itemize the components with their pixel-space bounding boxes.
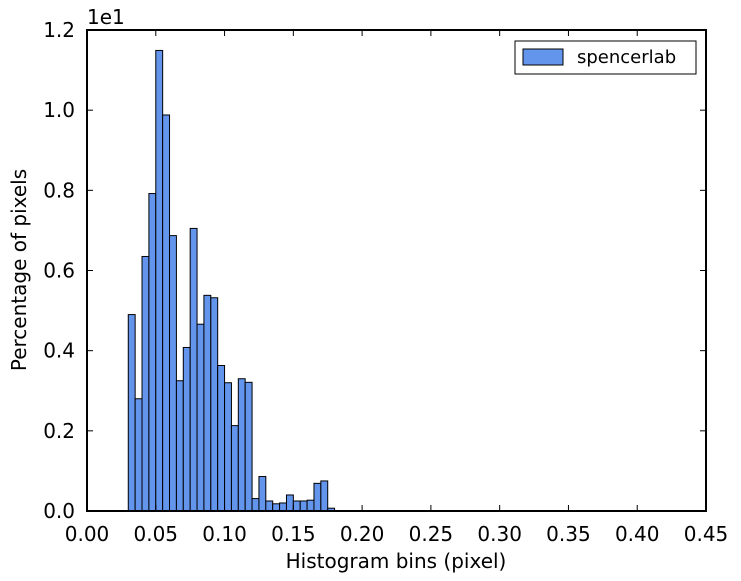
y-tick-label: 0.4 — [43, 339, 75, 363]
y-tick-label: 1.0 — [43, 98, 75, 122]
legend-swatch — [522, 48, 564, 66]
legend-label: spencerlab — [577, 47, 676, 68]
y-offset-label: 1e1 — [87, 5, 125, 29]
histogram-bar — [279, 502, 287, 512]
y-axis-ticks: 0.0 0.2 0.4 0.6 0.8 1.0 1.2 — [43, 18, 706, 523]
histogram-bar — [313, 482, 322, 512]
histogram-bar — [306, 499, 315, 512]
x-tick-label: 0.15 — [271, 522, 316, 546]
histogram-bar — [224, 382, 232, 512]
y-tick-label: 0.6 — [43, 259, 75, 283]
histogram-bar — [155, 49, 164, 512]
x-tick-label: 0.45 — [684, 522, 729, 546]
histogram-bar — [237, 378, 246, 512]
y-tick-label: 1.2 — [43, 18, 75, 42]
histogram-bar — [272, 503, 281, 512]
histogram-bar — [258, 476, 267, 512]
y-tick-label: 0.8 — [43, 178, 75, 202]
histogram-bar — [210, 297, 219, 512]
x-tick-label: 0.00 — [65, 522, 110, 546]
legend: spencerlab — [514, 40, 697, 75]
histogram-bars — [127, 49, 336, 512]
histogram-bar — [189, 227, 198, 512]
y-axis-label: Percentage of pixels — [7, 169, 31, 371]
histogram-bar — [244, 381, 253, 512]
histogram-bar — [162, 114, 171, 512]
histogram-bar — [196, 323, 205, 512]
x-tick-label: 0.30 — [477, 522, 522, 546]
histogram-bar — [217, 365, 226, 512]
x-tick-label: 0.35 — [546, 522, 591, 546]
histogram-bar — [127, 314, 136, 512]
histogram-bar — [299, 500, 308, 512]
x-tick-label: 0.25 — [409, 522, 454, 546]
histogram-bar — [169, 235, 177, 512]
histogram-bar — [182, 346, 191, 512]
histogram-bar — [141, 255, 150, 512]
histogram-bar — [265, 500, 274, 512]
histogram-bar — [320, 480, 329, 512]
histogram-bar — [251, 498, 260, 512]
histogram-bar — [230, 425, 239, 512]
x-axis-label: Histogram bins (pixel) — [286, 549, 507, 573]
histogram-bar — [175, 380, 184, 512]
histogram-bar — [285, 494, 294, 512]
x-axis-ticks: 0.00 0.05 0.10 0.15 0.20 0.25 0.30 0.35 0.40 0.45 — [65, 30, 729, 546]
x-tick-label: 0.20 — [340, 522, 385, 546]
histogram-bar — [148, 193, 157, 512]
x-tick-label: 0.10 — [202, 522, 247, 546]
histogram-bar — [203, 294, 212, 512]
histogram-bar — [134, 398, 143, 512]
x-tick-label: 0.05 — [134, 522, 179, 546]
histogram-bar — [292, 500, 301, 512]
x-tick-label: 0.40 — [615, 522, 660, 546]
y-tick-label: 0.2 — [43, 419, 75, 443]
y-tick-label: 0.0 — [43, 499, 75, 523]
